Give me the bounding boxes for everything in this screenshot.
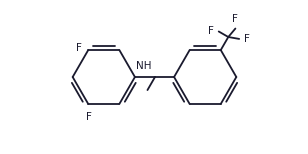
Text: F: F — [208, 26, 214, 36]
Text: F: F — [86, 112, 92, 122]
Text: NH: NH — [136, 61, 152, 71]
Text: F: F — [244, 34, 250, 44]
Text: F: F — [76, 43, 82, 53]
Text: F: F — [233, 14, 238, 24]
